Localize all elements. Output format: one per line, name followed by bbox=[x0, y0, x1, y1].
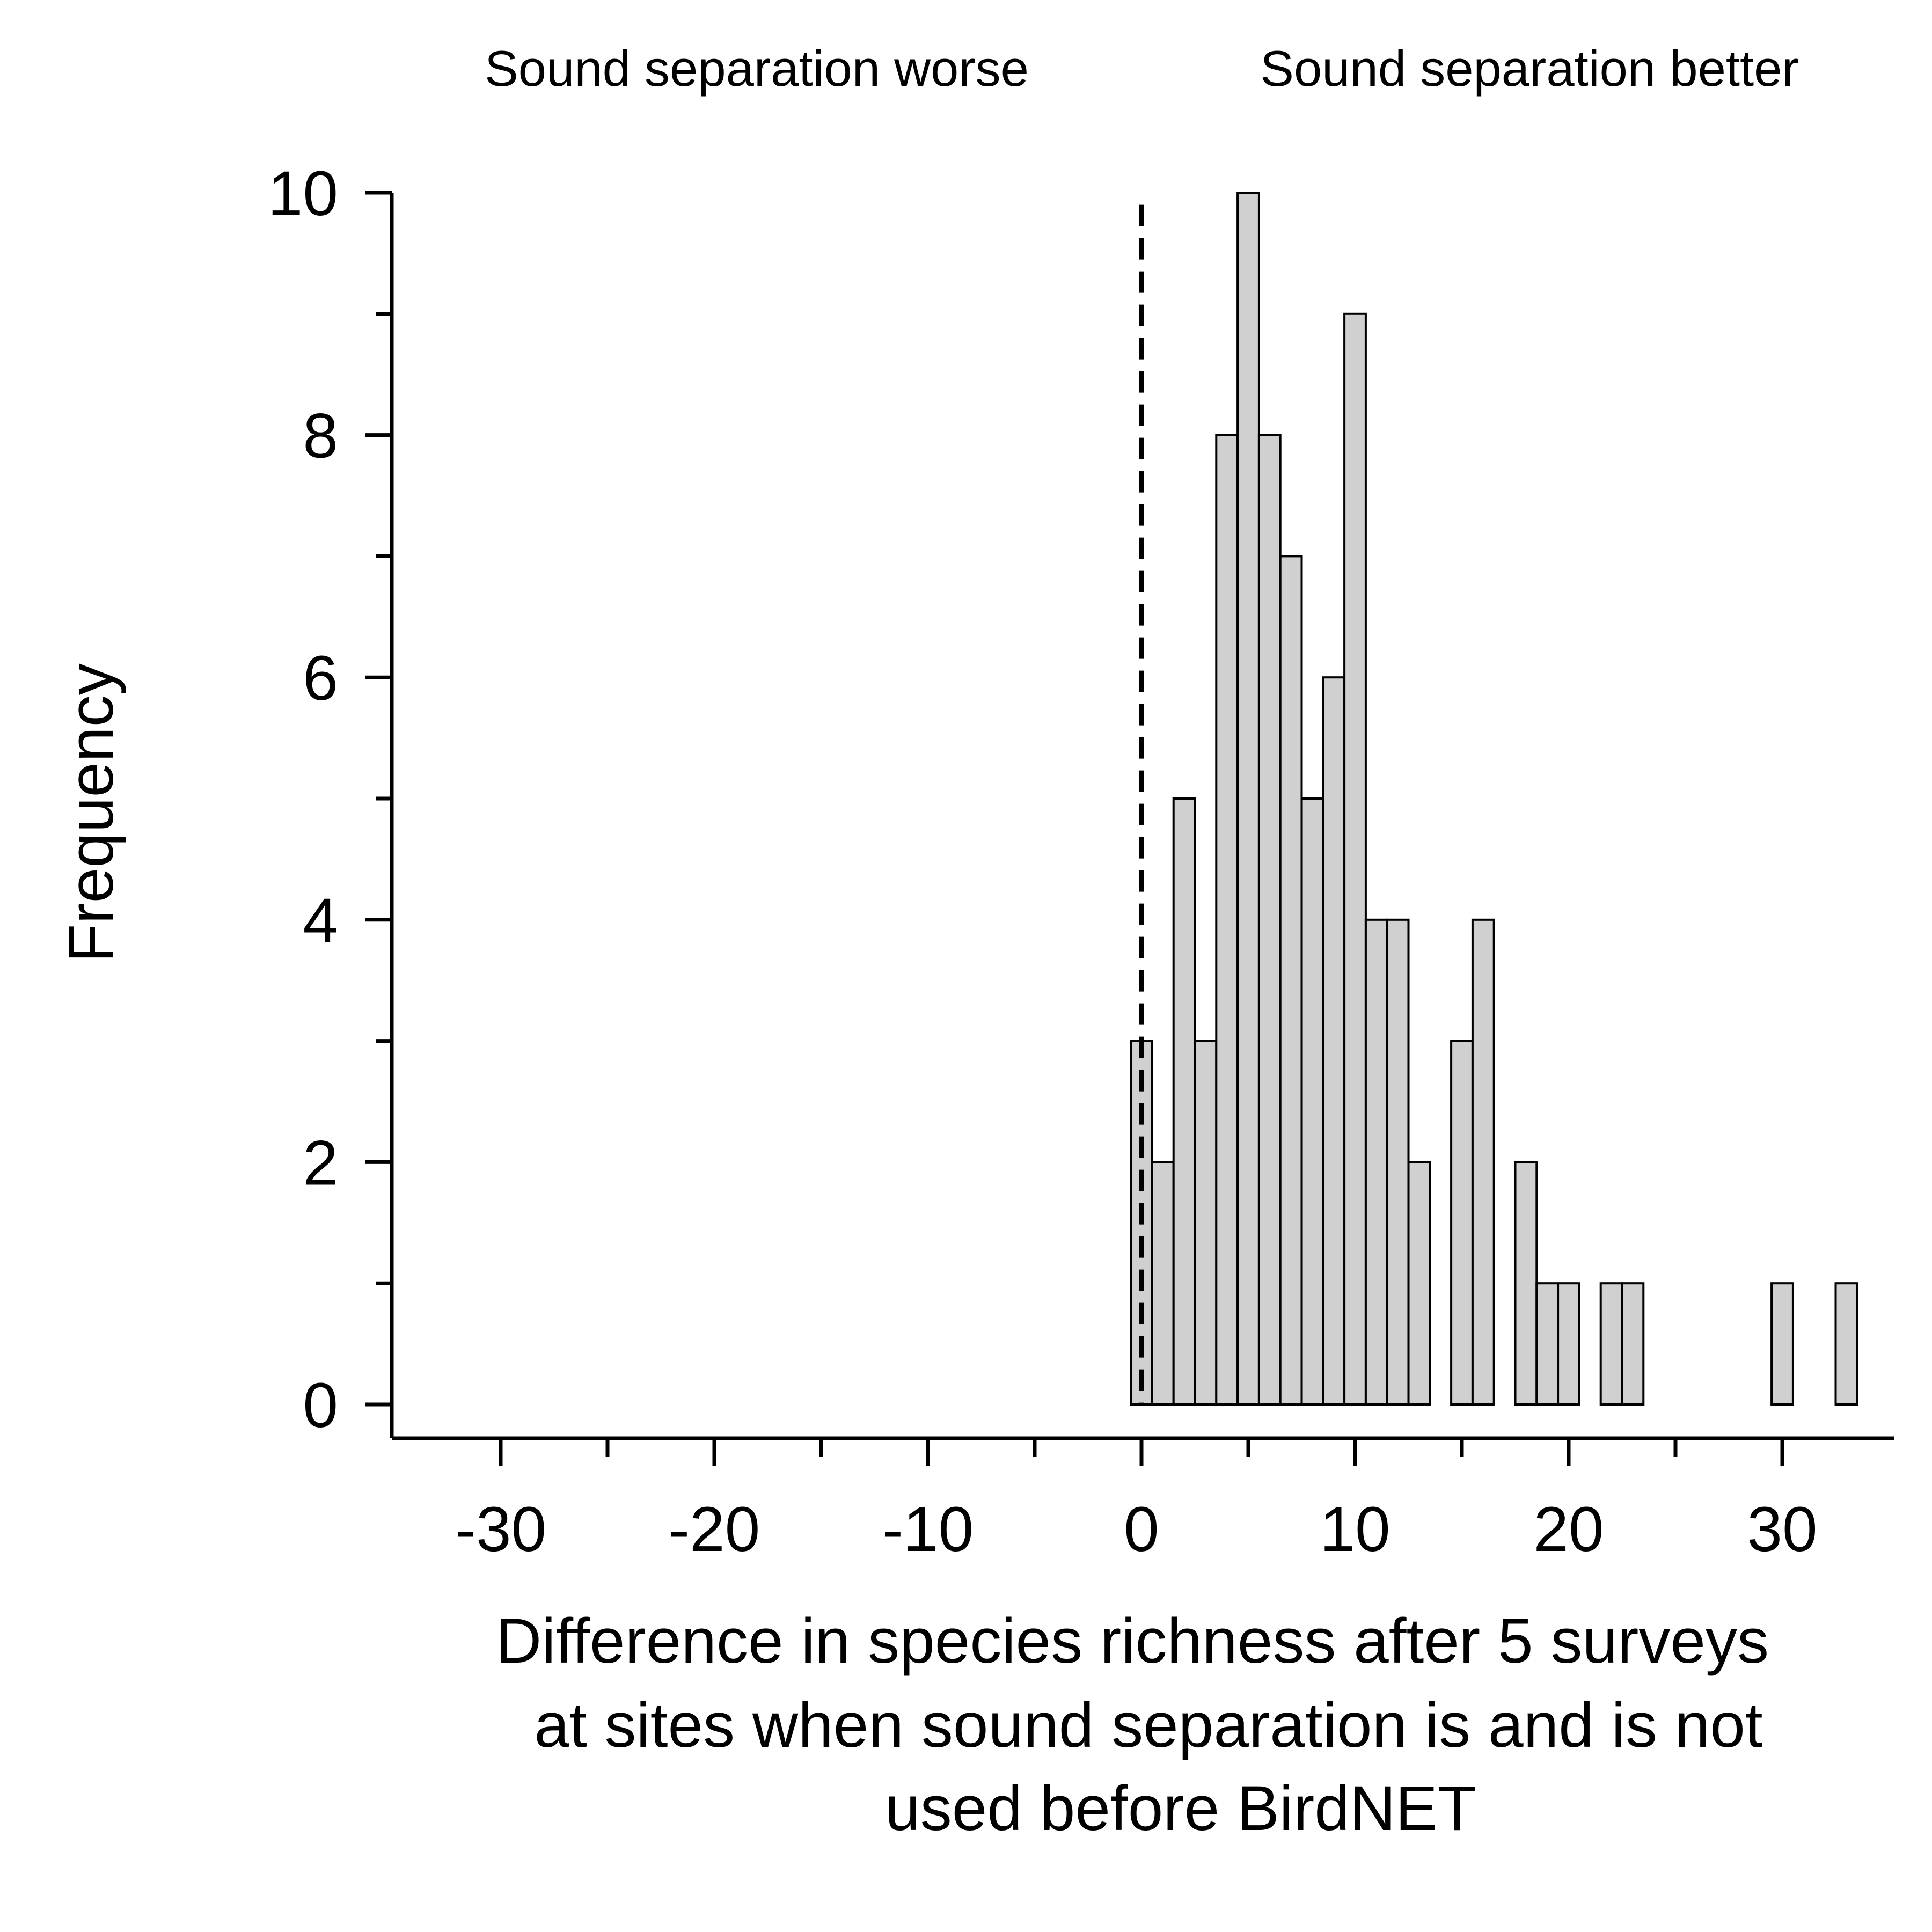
histogram-bar bbox=[1364, 918, 1388, 1406]
y-tick-label: 4 bbox=[303, 885, 338, 956]
x-axis-title-line-1: Difference in species richness after 5 s… bbox=[496, 1606, 1769, 1677]
histogram-bar bbox=[1557, 1282, 1580, 1406]
annotation-worse: Sound separation worse bbox=[485, 40, 1029, 97]
histogram-bar bbox=[1471, 918, 1495, 1406]
histogram-bar bbox=[1151, 1161, 1175, 1406]
histogram-bar bbox=[1279, 555, 1303, 1406]
x-tick-label: 10 bbox=[1320, 1494, 1390, 1565]
y-tick-label: 10 bbox=[268, 158, 338, 229]
histogram-bar bbox=[1194, 1040, 1218, 1406]
y-axis-title: Frequency bbox=[56, 663, 127, 963]
x-tick-label: 30 bbox=[1747, 1494, 1817, 1565]
x-axis-title-line-2: at sites when sound separation is and is… bbox=[534, 1690, 1762, 1761]
y-tick-label: 0 bbox=[303, 1370, 338, 1441]
histogram-bar bbox=[1770, 1282, 1794, 1406]
x-axis-title-line-3: used before BirdNET bbox=[885, 1773, 1476, 1844]
histogram-bar bbox=[1300, 797, 1324, 1406]
histogram-bar bbox=[1322, 676, 1346, 1406]
histogram-bar bbox=[1215, 434, 1239, 1406]
histogram-bar bbox=[1834, 1282, 1858, 1406]
histogram-bar bbox=[1514, 1161, 1538, 1406]
bars-group bbox=[1130, 192, 1858, 1406]
y-tick-label: 8 bbox=[303, 401, 338, 472]
axes-group: -30 -20 -10 0 10 20 30 0 2 4 6 8 10 bbox=[268, 158, 1894, 1565]
histogram-bar bbox=[1599, 1282, 1623, 1406]
histogram-bar bbox=[1450, 1040, 1474, 1406]
histogram-bar bbox=[1407, 1161, 1431, 1406]
histogram-bar bbox=[1343, 312, 1367, 1406]
histogram-bar bbox=[1621, 1282, 1645, 1406]
histogram-bar bbox=[1236, 192, 1260, 1406]
y-tick-label: 6 bbox=[303, 643, 338, 714]
x-tick-label: -10 bbox=[882, 1494, 974, 1565]
x-tick-label: -20 bbox=[669, 1494, 760, 1565]
annotation-better: Sound separation better bbox=[1260, 40, 1798, 97]
histogram-bar bbox=[1386, 918, 1410, 1406]
x-tick-label: -30 bbox=[455, 1494, 547, 1565]
histogram-bar bbox=[1535, 1282, 1560, 1406]
y-tick-label: 2 bbox=[303, 1128, 338, 1198]
histogram-bar bbox=[1172, 797, 1196, 1406]
x-tick-label: 20 bbox=[1533, 1494, 1604, 1565]
histogram-bar bbox=[1257, 434, 1282, 1406]
x-tick-label: 0 bbox=[1124, 1494, 1159, 1565]
